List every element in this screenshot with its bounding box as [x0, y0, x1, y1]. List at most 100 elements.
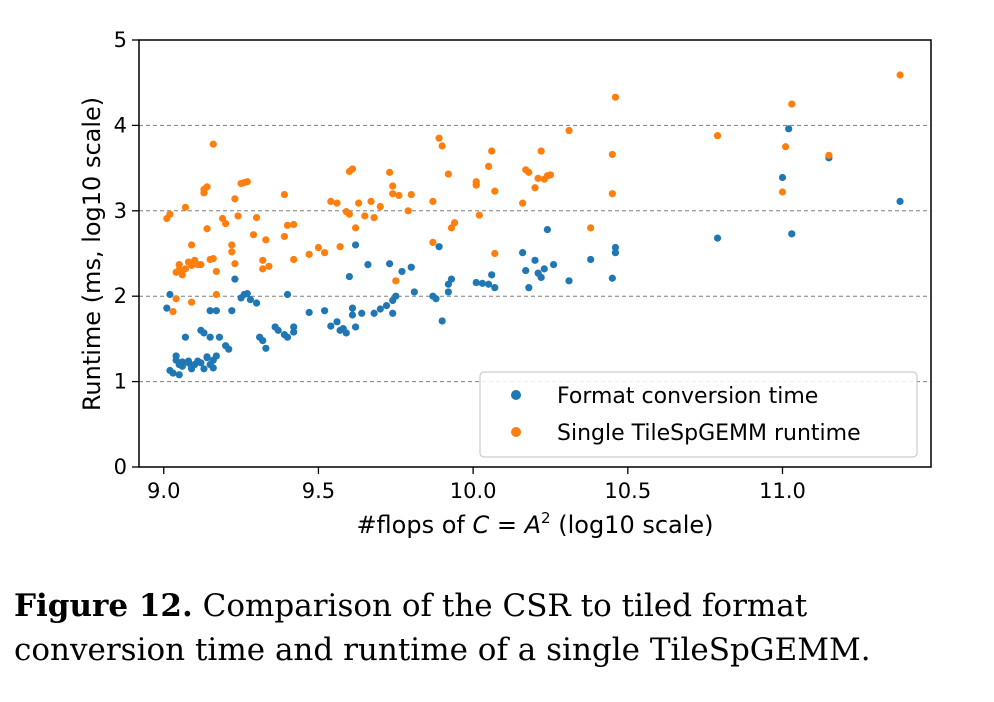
- x-tick-label: 10.5: [604, 479, 651, 503]
- tilespgemm-runtime-point: [169, 307, 177, 316]
- y-axis-label: Runtime (ms, log10 scale): [78, 97, 106, 411]
- tilespgemm-runtime-point: [546, 171, 555, 179]
- format-conversion-point: [321, 307, 329, 315]
- format-conversion-point: [488, 271, 496, 279]
- x-tick-label: 10.0: [450, 479, 497, 503]
- tilespgemm-runtime-point: [429, 197, 437, 206]
- axis-ticks: 0 1 2 3 4 5 9.0 9.5 10.0 10.5 11.0: [114, 28, 806, 503]
- tilespgemm-runtime-point: [351, 224, 360, 232]
- format-conversion-point: [537, 273, 545, 282]
- tilespgemm-runtime-point: [321, 249, 329, 257]
- tilespgemm-runtime-point: [228, 248, 236, 256]
- tilespgemm-runtime-point: [231, 260, 239, 268]
- format-conversion-point: [283, 333, 292, 341]
- tilespgemm-runtime-point: [367, 197, 375, 206]
- tilespgemm-runtime-point: [280, 232, 289, 241]
- format-conversion-point: [212, 352, 220, 360]
- format-conversion-point: [203, 353, 211, 361]
- grid-lines: [139, 124, 931, 383]
- legend-label-format: Format conversion time: [557, 384, 818, 409]
- data-points: [163, 71, 904, 379]
- tilespgemm-runtime-point: [212, 290, 220, 299]
- format-conversion-point: [478, 279, 487, 287]
- tilespgemm-runtime-point: [438, 142, 446, 150]
- tilespgemm-runtime-point: [788, 100, 796, 108]
- y-tick-label: 0: [114, 455, 127, 479]
- tilespgemm-runtime-point: [896, 71, 904, 79]
- format-conversion-point: [215, 333, 224, 341]
- tilespgemm-runtime-point: [166, 210, 174, 218]
- format-conversion-point: [491, 284, 499, 292]
- format-conversion-point: [788, 230, 796, 238]
- tilespgemm-runtime-point: [280, 190, 289, 199]
- tilespgemm-runtime-point: [404, 207, 412, 215]
- x-tick-label: 9.0: [147, 479, 180, 503]
- tilespgemm-runtime-point: [450, 219, 459, 227]
- tilespgemm-runtime-point: [484, 162, 493, 170]
- format-conversion-point: [376, 305, 384, 313]
- format-conversion-point: [543, 225, 551, 234]
- format-conversion-point: [435, 243, 443, 251]
- y-tick-label: 4: [114, 113, 127, 137]
- format-conversion-point: [407, 263, 415, 271]
- tilespgemm-runtime-point: [203, 225, 211, 233]
- tilespgemm-runtime-point: [348, 165, 357, 173]
- scatter-chart: 0 1 2 3 4 5 9.0 9.5 10.0 10.5 11.0 #flops of C = A…: [78, 28, 932, 539]
- format-conversion-point: [225, 345, 233, 353]
- format-conversion-point: [385, 260, 394, 268]
- tilespgemm-runtime-point: [178, 271, 186, 279]
- format-conversion-point: [290, 323, 298, 331]
- tilespgemm-runtime-point: [345, 210, 353, 218]
- tilespgemm-runtime-point: [209, 255, 217, 263]
- format-conversion-point: [358, 309, 366, 317]
- format-conversion-point: [438, 317, 446, 325]
- format-conversion-point: [243, 290, 251, 298]
- tilespgemm-runtime-point: [314, 243, 323, 252]
- format-conversion-point: [342, 329, 350, 337]
- tilespgemm-runtime-point: [407, 190, 415, 199]
- format-conversion-point: [200, 365, 208, 373]
- format-conversion-point: [392, 292, 400, 300]
- format-conversion-point: [348, 311, 357, 319]
- format-conversion-point: [785, 125, 793, 133]
- tilespgemm-runtime-point: [531, 184, 539, 192]
- format-conversion-point: [522, 266, 530, 275]
- format-conversion-point: [713, 234, 722, 242]
- format-conversion-point: [444, 288, 452, 296]
- format-conversion-point: [565, 277, 573, 285]
- tilespgemm-runtime-point: [181, 265, 190, 273]
- format-conversion-point: [274, 326, 282, 334]
- tilespgemm-runtime-point: [259, 265, 267, 273]
- tilespgemm-runtime-point: [212, 267, 220, 276]
- tilespgemm-runtime-point: [389, 190, 397, 198]
- legend: Format conversion time Single TileSpGEMM…: [479, 371, 918, 458]
- format-conversion-point: [178, 362, 186, 370]
- format-conversion-point: [447, 275, 456, 283]
- tilespgemm-runtime-point: [525, 168, 533, 176]
- tilespgemm-runtime-point: [249, 231, 258, 239]
- tilespgemm-runtime-point: [265, 262, 273, 270]
- tilespgemm-runtime-point: [534, 174, 542, 182]
- tilespgemm-runtime-point: [283, 221, 292, 229]
- tilespgemm-runtime-point: [355, 199, 363, 207]
- format-conversion-point: [525, 284, 533, 292]
- format-conversion-point: [197, 359, 205, 367]
- tilespgemm-runtime-point: [385, 168, 394, 176]
- tilespgemm-runtime-point: [336, 243, 344, 251]
- format-conversion-point: [472, 278, 480, 287]
- format-conversion-point: [246, 296, 254, 304]
- tilespgemm-runtime-point: [472, 181, 480, 189]
- tilespgemm-runtime-point: [305, 250, 313, 258]
- x-tick-label: 9.5: [302, 479, 335, 503]
- tilespgemm-runtime-point: [475, 211, 483, 219]
- format-conversion-point: [608, 274, 616, 282]
- tilespgemm-runtime-point: [259, 256, 267, 264]
- format-conversion-point: [351, 323, 360, 331]
- tilespgemm-runtime-point: [444, 170, 452, 178]
- tilespgemm-runtime-point: [488, 147, 496, 155]
- format-conversion-point: [484, 280, 493, 288]
- format-conversion-point: [206, 333, 214, 341]
- tilespgemm-runtime-point: [565, 126, 573, 135]
- format-conversion-point: [262, 344, 270, 352]
- format-conversion-point: [896, 197, 904, 206]
